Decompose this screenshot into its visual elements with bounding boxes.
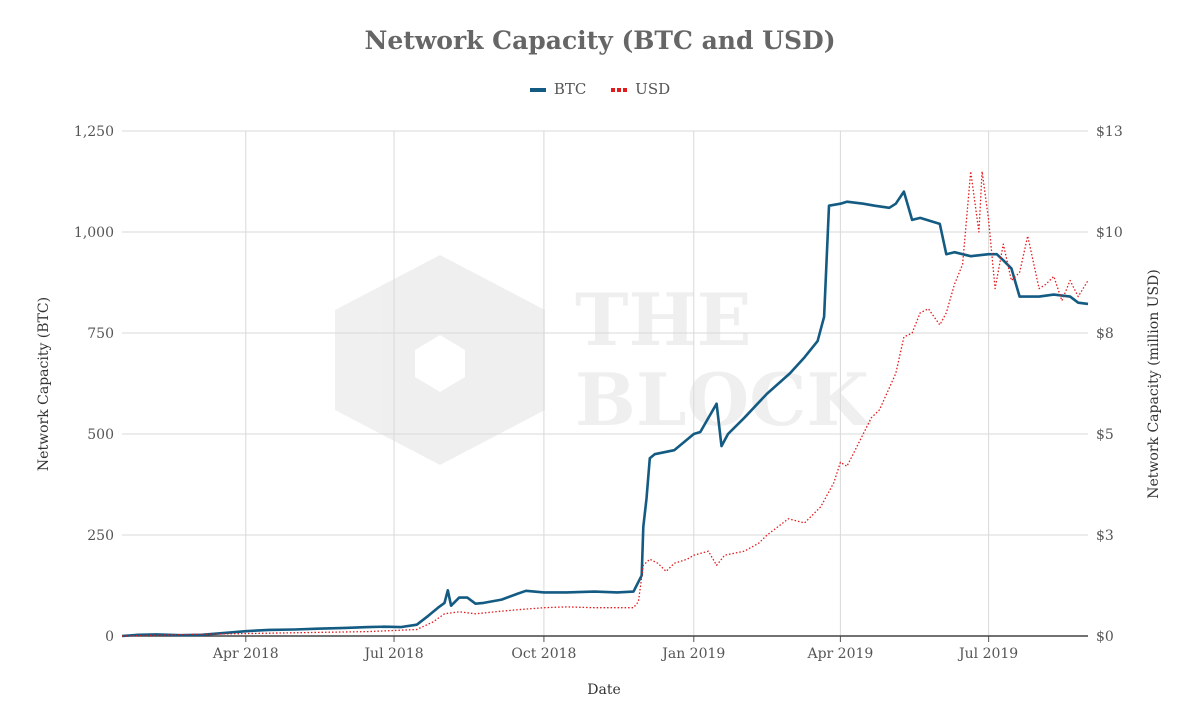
y-right-tick-label: $13: [1096, 124, 1123, 140]
legend: BTC USD: [0, 80, 1200, 98]
chart-title: Network Capacity (BTC and USD): [364, 26, 836, 55]
series-line-btc: [121, 190, 1089, 638]
y-left-tick-label: 0: [105, 629, 114, 645]
y-left-tick-label: 250: [87, 528, 114, 544]
x-tick-label: Apr 2019: [806, 646, 873, 662]
legend-swatch-btc: [529, 88, 546, 92]
y-left-tick-label: 1,250: [74, 124, 114, 140]
y-right-tick-label: $8: [1096, 326, 1114, 342]
y-axis-right-label: Network Capacity (million USD): [1146, 269, 1162, 499]
legend-label-btc: BTC: [553, 80, 587, 98]
x-tick-label: Apr 2018: [212, 646, 279, 662]
watermark-logo-inner: [415, 335, 465, 392]
y-axis-left-label: Network Capacity (BTC): [36, 297, 52, 471]
y-right-tick-label: $0: [1096, 629, 1114, 645]
watermark: THE BLOCK: [335, 255, 872, 465]
axes: 0 $0 250 $3 500 $5 750 $8 1,000 $10 1,250 $13 Apr 20…: [74, 124, 1123, 662]
watermark-text-line2: BLOCK: [575, 357, 872, 442]
series-line-usd: [121, 170, 1089, 637]
x-axis-label: Date: [587, 682, 620, 698]
y-left-tick-label: 1,000: [74, 225, 114, 241]
grid: [122, 130, 1088, 636]
y-right-tick-label: $3: [1096, 528, 1114, 544]
x-tick-label: Oct 2018: [511, 646, 576, 662]
legend-swatch-usd: [611, 88, 628, 92]
y-left-tick-label: 750: [87, 326, 114, 342]
y-left-tick-label: 500: [87, 427, 114, 443]
legend-item-btc[interactable]: BTC: [529, 80, 587, 98]
y-right-tick-label: $5: [1096, 427, 1114, 443]
series-group: [121, 170, 1089, 638]
legend-item-usd[interactable]: USD: [611, 80, 670, 98]
watermark-text-line1: THE: [575, 277, 751, 362]
x-tick-label: Jul 2018: [362, 646, 423, 662]
y-right-tick-label: $10: [1096, 225, 1123, 241]
x-tick-label: Jul 2019: [957, 646, 1018, 662]
watermark-logo-outer: [335, 255, 545, 465]
x-tick-label: Jan 2019: [660, 646, 725, 662]
legend-label-usd: USD: [635, 80, 671, 98]
